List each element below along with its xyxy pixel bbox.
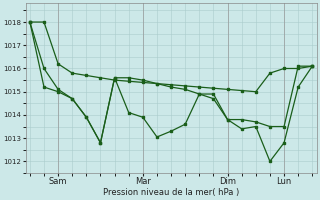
X-axis label: Pression niveau de la mer( hPa ): Pression niveau de la mer( hPa ) (103, 188, 239, 197)
